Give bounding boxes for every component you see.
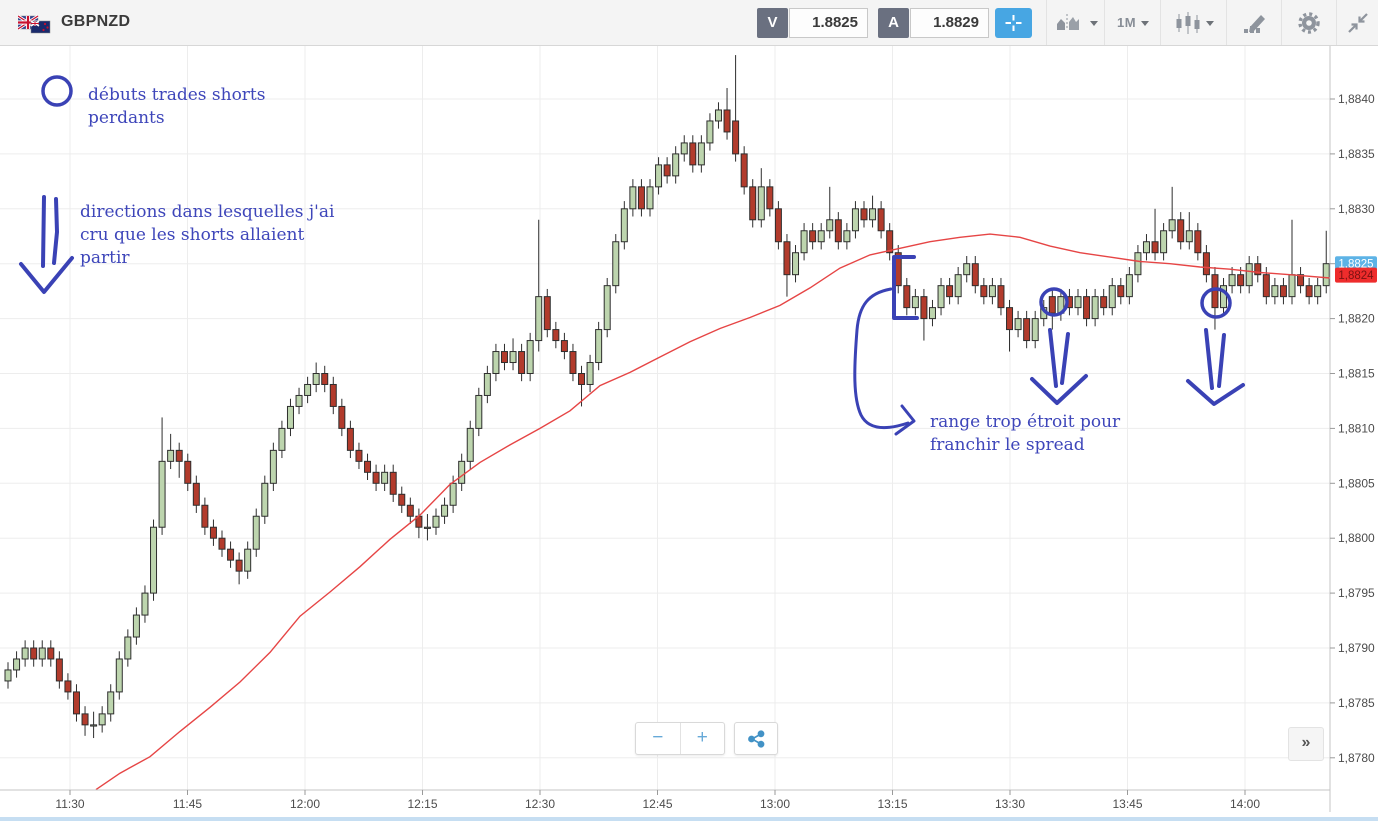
axis-layer: 11:30 11:45 12:00 12:15 12:30 12:45 13:00 13:15… bbox=[0, 46, 1375, 812]
x-axis-label: 14:00 bbox=[1230, 797, 1260, 811]
zoom-out-button[interactable]: − bbox=[636, 723, 681, 754]
y-axis-label: 1,8820 bbox=[1338, 312, 1375, 326]
x-axis-label: 11:45 bbox=[173, 797, 202, 811]
y-axis-label: 1,8785 bbox=[1338, 696, 1375, 710]
y-axis-label: 1,8805 bbox=[1338, 476, 1375, 490]
gear-icon bbox=[1298, 11, 1320, 34]
dropdown-caret bbox=[1089, 21, 1098, 26]
compare-charts-button[interactable] bbox=[1048, 0, 1104, 45]
y-axis-label: 1,8795 bbox=[1338, 586, 1375, 600]
range-curved-arrow bbox=[853, 287, 916, 436]
timeframe-value: 1M bbox=[1116, 15, 1137, 30]
moving-average-line bbox=[95, 233, 1331, 791]
short-arrow-1 bbox=[1030, 328, 1088, 405]
short-entry-circle-2 bbox=[1200, 287, 1232, 319]
svg-text:débuts trades shorts: débuts trades shorts bbox=[88, 85, 266, 105]
y-axis-label: 1,8800 bbox=[1338, 531, 1375, 545]
x-axis-label: 12:30 bbox=[525, 797, 555, 811]
short-entry-circle-1 bbox=[1039, 287, 1069, 317]
draw-tools-button[interactable] bbox=[1228, 0, 1280, 45]
svg-text:directions dans lesquelles j'a: directions dans lesquelles j'ai bbox=[80, 202, 335, 222]
bottom-accent-strip bbox=[0, 817, 1378, 821]
expected-direction-note: directions dans lesquelles j'ai cru que l… bbox=[80, 202, 335, 268]
share-icon bbox=[748, 729, 765, 748]
svg-text:range trop étroit pour: range trop étroit pour bbox=[930, 412, 1121, 432]
candles-layer bbox=[4, 55, 1330, 739]
y-axis-label: 1,8815 bbox=[1338, 367, 1375, 381]
narrow-range-note: range trop étroit pour franchir le spread bbox=[930, 412, 1121, 455]
grid-layer bbox=[0, 46, 1330, 790]
zoom-control: − + bbox=[635, 722, 725, 755]
x-axis-label: 11:30 bbox=[55, 797, 84, 811]
svg-text:franchir le spread: franchir le spread bbox=[930, 435, 1085, 455]
buy-price-value: 1.8829 bbox=[910, 8, 989, 38]
chart-toolbar: GBPNZD V 1.8825 A 1.8829 1M bbox=[0, 0, 1378, 46]
expected-direction-arrow bbox=[19, 195, 74, 294]
price-tag bbox=[1335, 256, 1377, 272]
x-axis-label: 12:00 bbox=[290, 797, 320, 811]
sell-price-value: 1.8825 bbox=[789, 8, 868, 38]
y-axis-label: 1,8830 bbox=[1338, 202, 1375, 216]
toolbar-divider bbox=[1046, 0, 1047, 45]
x-axis-label: 13:30 bbox=[995, 797, 1025, 811]
svg-text:partir: partir bbox=[80, 248, 130, 268]
svg-text:perdants: perdants bbox=[88, 108, 165, 128]
crosshair-icon bbox=[1005, 15, 1022, 31]
x-axis-label: 12:45 bbox=[642, 797, 672, 811]
svg-text:cru que les shorts allaient: cru que les shorts allaient bbox=[80, 225, 305, 245]
timeframe-select[interactable]: 1M bbox=[1106, 0, 1160, 45]
dropdown-caret bbox=[1205, 21, 1214, 26]
nzd-flag-icon bbox=[30, 20, 51, 34]
collapse-panel-button[interactable] bbox=[1338, 0, 1378, 45]
annotation-layer: débuts trades shorts perdants directions d… bbox=[19, 75, 1245, 455]
toolbar-divider bbox=[1160, 0, 1161, 45]
x-axis-label: 13:45 bbox=[1112, 797, 1142, 811]
candlestick-icon bbox=[1176, 11, 1199, 34]
crosshair-tool-button[interactable] bbox=[995, 8, 1032, 38]
toolbar-divider bbox=[1226, 0, 1227, 45]
price-tag-value: 1,8824 bbox=[1338, 270, 1374, 282]
settings-button[interactable] bbox=[1283, 0, 1335, 45]
x-axis-label: 12:15 bbox=[407, 797, 437, 811]
y-axis-label: 1,8810 bbox=[1338, 421, 1375, 435]
toolbar-divider bbox=[1104, 0, 1105, 45]
y-axis-label: 1,8790 bbox=[1338, 641, 1375, 655]
y-axis-label: 1,8835 bbox=[1338, 147, 1375, 161]
buy-button[interactable]: A bbox=[878, 8, 909, 38]
x-axis-label: 13:15 bbox=[877, 797, 907, 811]
losing-shorts-note: débuts trades shorts perdants bbox=[88, 85, 266, 128]
collapse-icon bbox=[1348, 12, 1368, 33]
pencil-chart-icon bbox=[1244, 14, 1265, 33]
dropdown-caret bbox=[1141, 21, 1150, 26]
toolbar-divider bbox=[1281, 0, 1282, 45]
expand-panel-button[interactable]: » bbox=[1288, 727, 1324, 761]
share-button[interactable] bbox=[734, 722, 778, 755]
price-tag bbox=[1335, 267, 1377, 283]
losing-shorts-start-circle bbox=[41, 75, 73, 107]
x-axis-label: 13:00 bbox=[760, 797, 790, 811]
compare-charts-icon bbox=[1056, 13, 1079, 30]
instrument-title: GBPNZD bbox=[61, 13, 131, 30]
zoom-in-button[interactable]: + bbox=[696, 727, 708, 748]
instrument-flags bbox=[17, 14, 52, 34]
y-axis-label: 1,8780 bbox=[1338, 751, 1375, 765]
y-axis-label: 1,8840 bbox=[1338, 92, 1375, 106]
short-arrow-2 bbox=[1186, 328, 1245, 406]
sell-button[interactable]: V bbox=[757, 8, 788, 38]
range-bracket bbox=[892, 255, 919, 320]
toolbar-divider bbox=[1336, 0, 1337, 45]
chart-type-button[interactable] bbox=[1162, 0, 1226, 45]
